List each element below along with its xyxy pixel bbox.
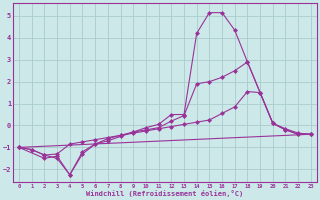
X-axis label: Windchill (Refroidissement éolien,°C): Windchill (Refroidissement éolien,°C) [86,190,244,197]
